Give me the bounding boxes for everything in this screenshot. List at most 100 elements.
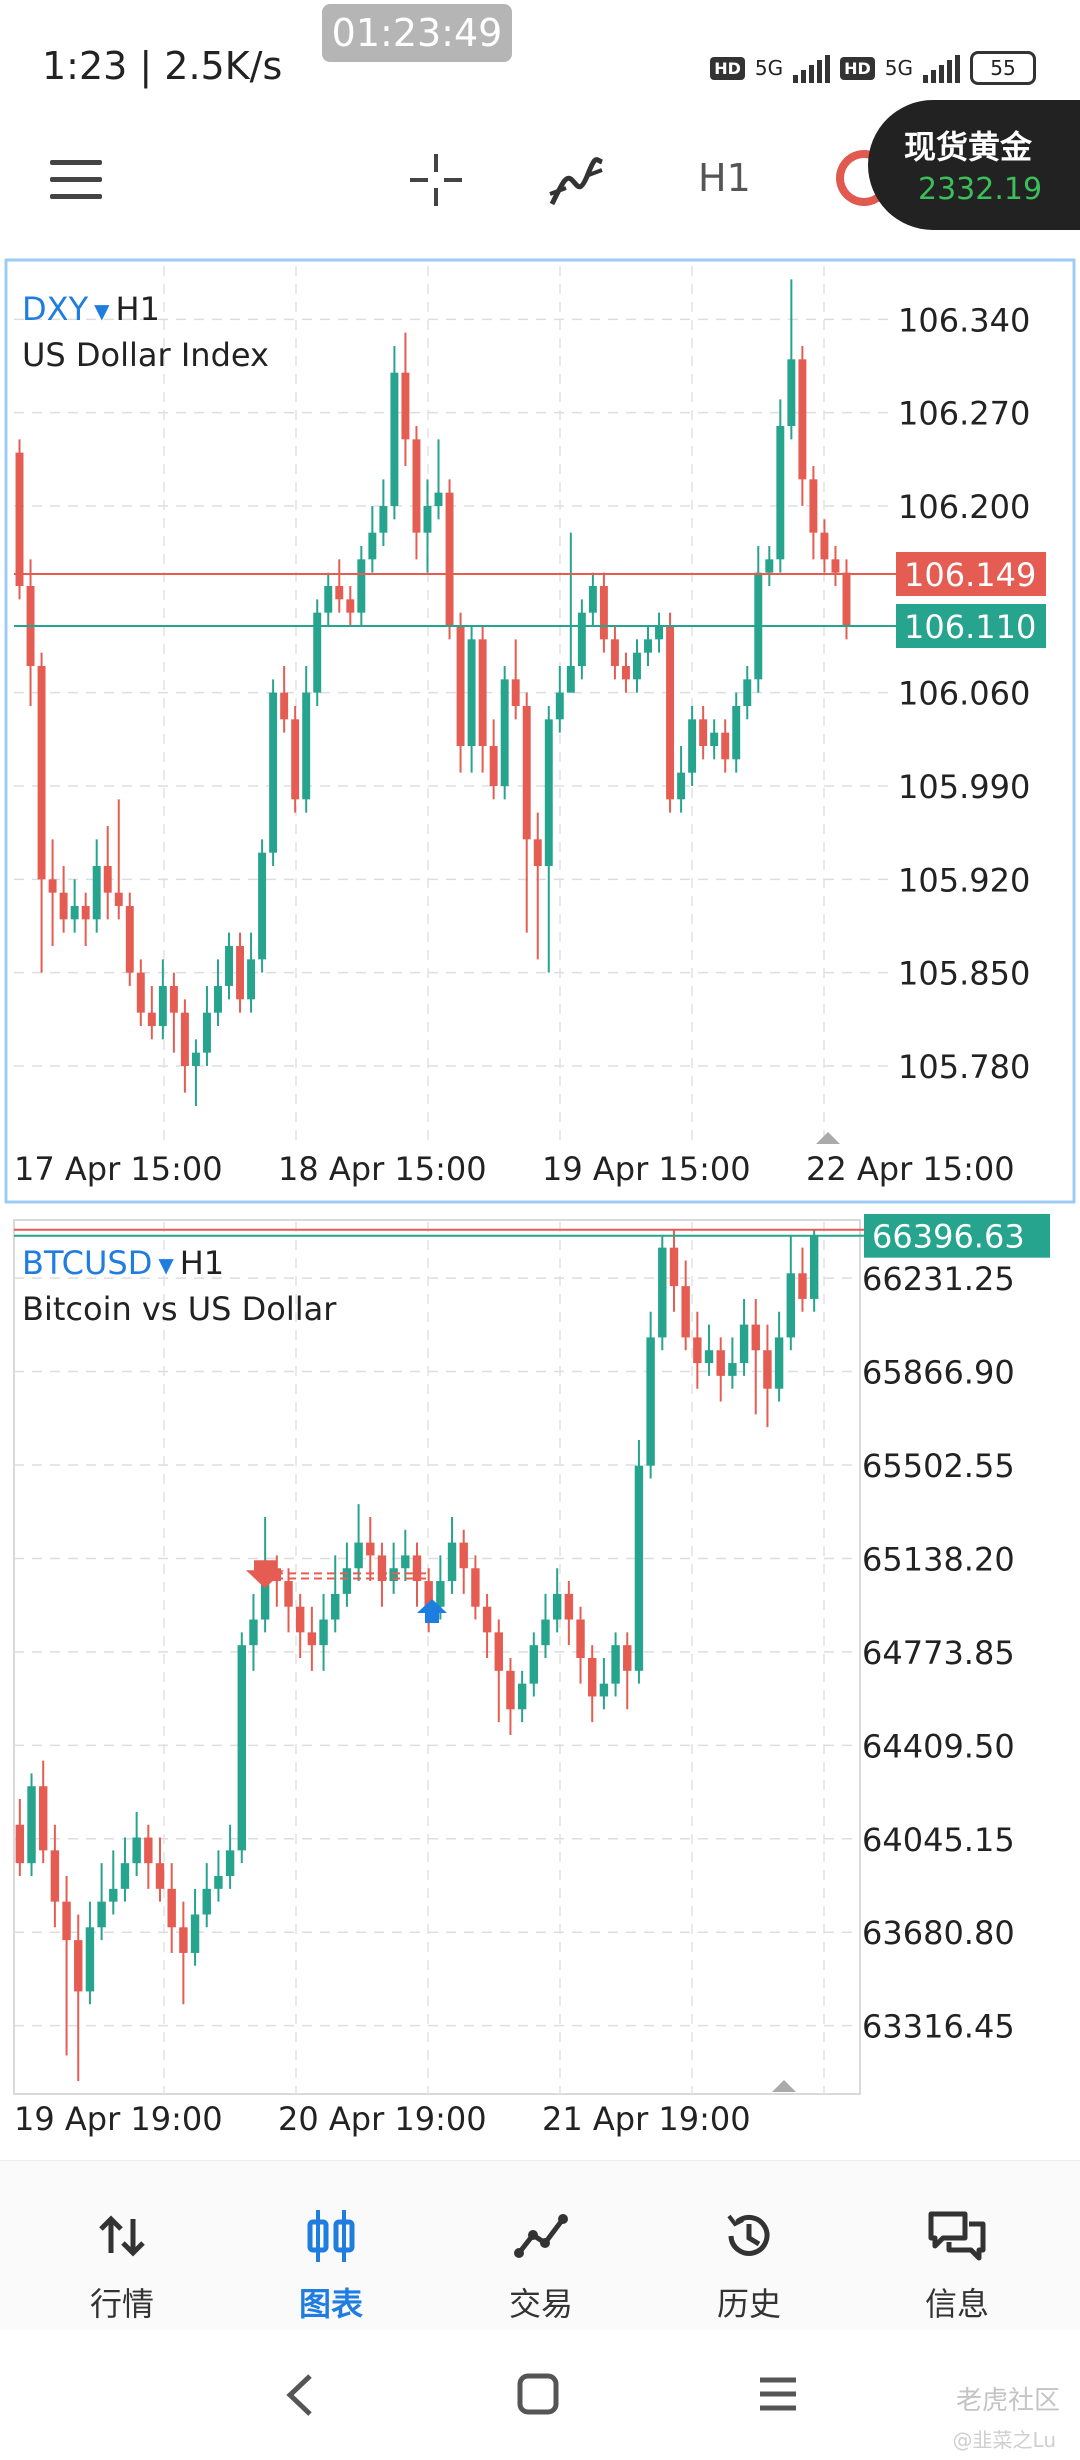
y-tick-label: 65502.55 bbox=[862, 1447, 1015, 1485]
candle-body bbox=[786, 1273, 796, 1338]
status-icons: HD 5G HD 5G 55 bbox=[710, 48, 1036, 88]
candle-body bbox=[541, 1619, 550, 1646]
status-time: 1:23 | 2.5K/s bbox=[42, 44, 283, 88]
nav-messages[interactable]: 信息 bbox=[882, 2201, 1032, 2325]
chip-price: 2332.19 bbox=[918, 172, 1043, 207]
candle-body bbox=[447, 1542, 457, 1582]
trade-icon bbox=[514, 2214, 568, 2258]
signal-icon bbox=[923, 53, 960, 83]
candle-body bbox=[202, 1012, 211, 1053]
candle-body bbox=[225, 1850, 235, 1876]
dxy-chart[interactable]: 106.340 106.270 106.200 106.060 105.990 105.9… bbox=[0, 258, 1080, 1204]
candle-body bbox=[109, 1888, 118, 1902]
back-icon[interactable] bbox=[280, 2370, 320, 2420]
watermark-sub: @韭菜之Lu bbox=[952, 2428, 1056, 2452]
chart-panel-dxy[interactable]: 106.340 106.270 106.200 106.060 105.990 105.9… bbox=[0, 258, 1080, 1204]
indicators-icon[interactable] bbox=[548, 154, 604, 210]
timeframe-button[interactable]: H1 bbox=[698, 156, 751, 200]
price-label-box bbox=[896, 604, 1046, 648]
candle-body bbox=[633, 652, 641, 680]
btcusd-chart[interactable]: 66231.25 65866.90 65502.55 65138.20 64773.85… bbox=[0, 1214, 1080, 2154]
buy-arrow-icon bbox=[417, 1599, 447, 1624]
nav-quotes[interactable]: 行情 bbox=[47, 2201, 197, 2325]
y-tick-label: 105.990 bbox=[898, 768, 1030, 806]
scroll-marker-icon bbox=[816, 1132, 840, 1144]
chart-symbol-row[interactable]: BTCUSD ▼ H1 bbox=[22, 1244, 224, 1282]
candle-body bbox=[732, 706, 741, 760]
candle-body bbox=[500, 679, 509, 786]
candle-body bbox=[809, 479, 818, 533]
candle-body bbox=[494, 1632, 503, 1671]
candle-body bbox=[555, 692, 564, 720]
home-icon[interactable] bbox=[516, 2372, 560, 2416]
candle-body bbox=[751, 1324, 760, 1351]
candle-body bbox=[179, 1927, 188, 1953]
chart-panel-btcusd[interactable]: 66231.25 65866.90 65502.55 65138.20 64773.85… bbox=[0, 1214, 1080, 2154]
x-tick-label: 19 Apr 19:00 bbox=[14, 2100, 223, 2138]
candle-body bbox=[478, 639, 487, 746]
y-tick-label: 66231.25 bbox=[862, 1260, 1015, 1298]
recents-icon[interactable] bbox=[756, 2374, 800, 2414]
nav-messages-label: 信息 bbox=[924, 2285, 989, 2323]
candle-body bbox=[564, 1593, 574, 1620]
nav-history-label: 历史 bbox=[716, 2285, 781, 2323]
nav-trade-label: 交易 bbox=[508, 2285, 573, 2323]
candle-body bbox=[120, 1863, 130, 1889]
candle-body bbox=[693, 1337, 702, 1364]
candle-body bbox=[798, 1273, 807, 1299]
battery-icon: 55 bbox=[970, 51, 1036, 85]
candle-body bbox=[704, 1350, 714, 1364]
dropdown-arrow-icon[interactable]: ▼ bbox=[94, 299, 110, 323]
candle-body bbox=[471, 1568, 480, 1607]
candle-body bbox=[544, 719, 553, 866]
candle-body bbox=[522, 706, 531, 840]
y-tick-label: 106.060 bbox=[898, 675, 1030, 713]
quote-chip[interactable]: 现货黄金 2332.19 bbox=[868, 100, 1080, 230]
candle-body bbox=[335, 586, 344, 600]
chart-selection-frame bbox=[4, 258, 1076, 1204]
candle-body bbox=[368, 532, 377, 560]
candle-body bbox=[716, 1350, 725, 1376]
chart-symbol[interactable]: BTCUSD bbox=[22, 1244, 153, 1282]
nav-charts[interactable]: 图表 bbox=[256, 2201, 406, 2325]
chart-symbol[interactable]: DXY bbox=[22, 290, 89, 328]
chart-symbol-row[interactable]: DXY ▼ H1 bbox=[22, 290, 160, 328]
candle-body bbox=[517, 1683, 527, 1710]
menu-icon[interactable] bbox=[50, 160, 102, 200]
candle-body bbox=[776, 426, 785, 560]
candle-body bbox=[85, 1927, 95, 1992]
candle-body bbox=[677, 772, 686, 800]
candle-body bbox=[366, 1542, 375, 1556]
nav-trade[interactable]: 交易 bbox=[466, 2201, 616, 2325]
candle-body bbox=[191, 1052, 200, 1066]
candle-body bbox=[284, 1581, 293, 1607]
candle-body bbox=[295, 1606, 305, 1633]
x-tick-label: 17 Apr 15:00 bbox=[14, 1150, 223, 1188]
candle-body bbox=[566, 666, 575, 693]
crosshair-icon[interactable] bbox=[408, 152, 464, 208]
candle-body bbox=[48, 879, 57, 893]
candle-body bbox=[247, 959, 256, 1000]
nav-quotes-label: 行情 bbox=[89, 2285, 154, 2323]
candle-body bbox=[125, 906, 134, 973]
price-label-text: 106.110 bbox=[904, 608, 1036, 646]
nav-history[interactable]: 历史 bbox=[674, 2201, 824, 2325]
candle-body bbox=[302, 692, 311, 800]
candle-body bbox=[158, 986, 167, 1026]
scroll-marker-icon bbox=[772, 2080, 796, 2092]
chart-frame bbox=[13, 1219, 861, 2095]
network-type-2: 5G bbox=[884, 56, 913, 80]
candle-body bbox=[798, 359, 807, 480]
candle-body bbox=[658, 1247, 667, 1338]
candle-body bbox=[269, 692, 278, 853]
trade-icon[interactable] bbox=[836, 150, 892, 206]
candle-body bbox=[70, 906, 79, 920]
dropdown-arrow-icon[interactable]: ▼ bbox=[158, 1253, 174, 1277]
candle-body bbox=[842, 572, 851, 626]
candle-body bbox=[401, 372, 410, 440]
candle-body bbox=[831, 559, 840, 573]
y-tick-label: 106.200 bbox=[898, 488, 1030, 526]
candle-body bbox=[467, 639, 476, 746]
y-tick-label: 65138.20 bbox=[862, 1540, 1015, 1578]
x-tick-label: 22 Apr 15:00 bbox=[806, 1150, 1015, 1188]
